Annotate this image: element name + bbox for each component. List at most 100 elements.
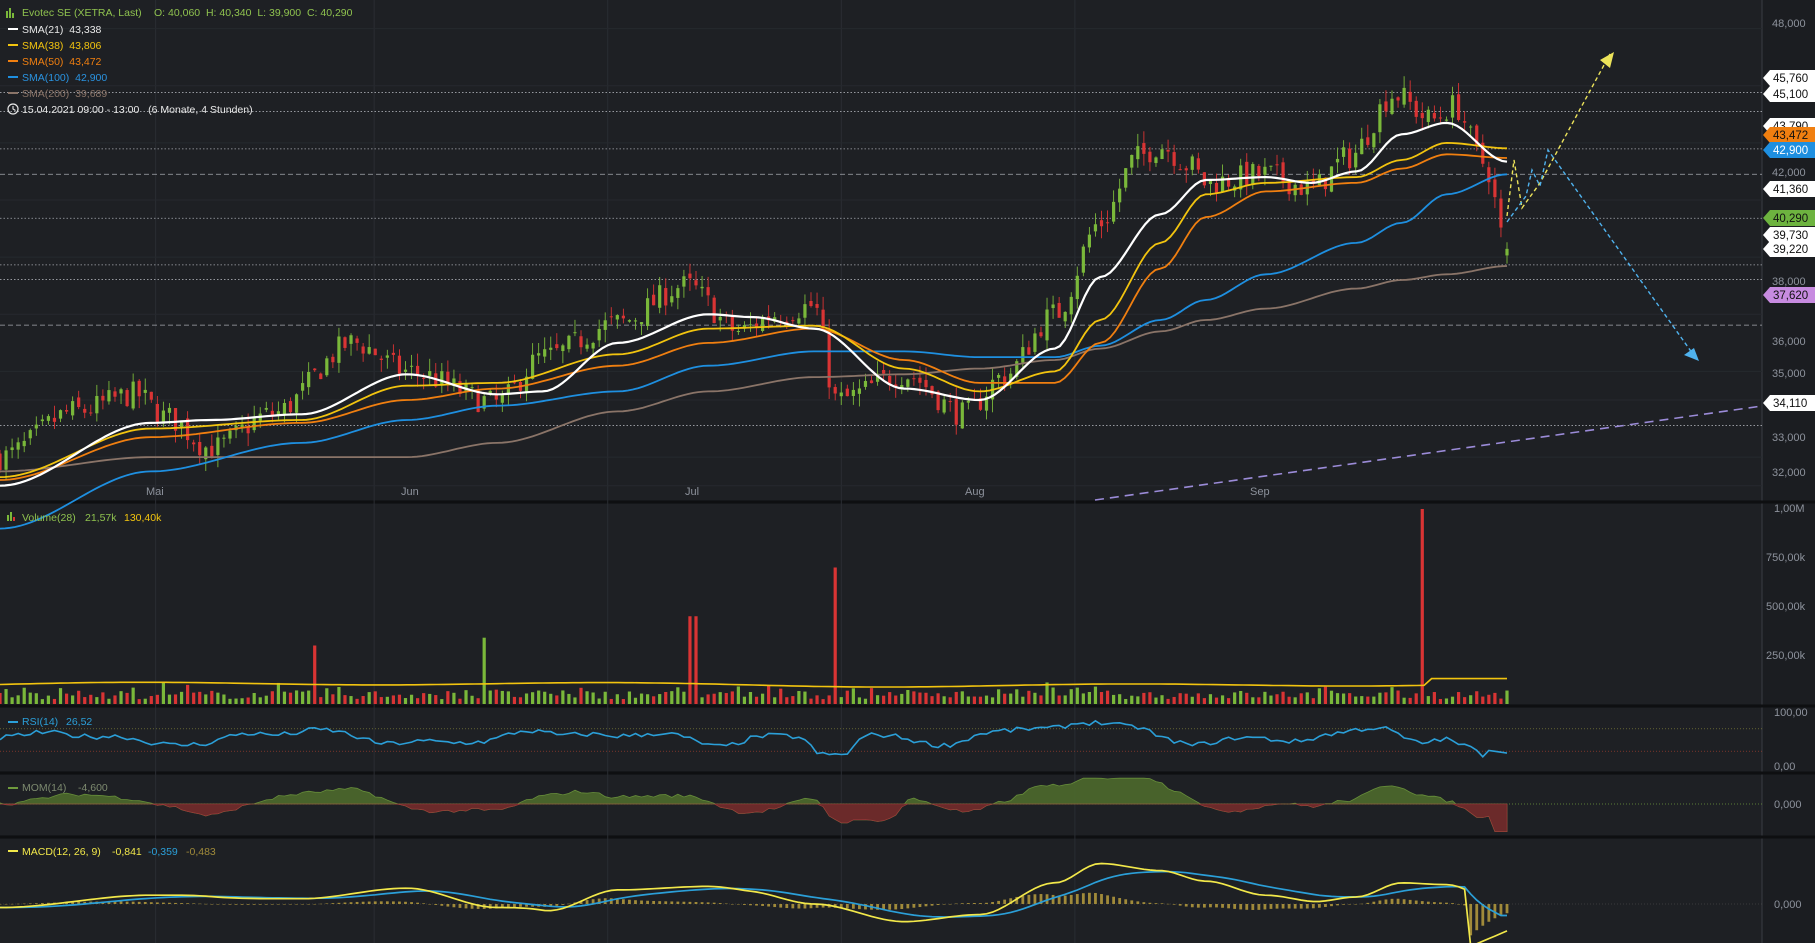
price-panel[interactable] bbox=[0, 0, 1762, 500]
volume-bar bbox=[652, 696, 656, 704]
price-tag-box bbox=[1763, 127, 1815, 143]
macd-histogram-bar bbox=[894, 904, 898, 910]
macd-histogram-bar bbox=[851, 904, 855, 909]
bearish-scenario-arrow[interactable] bbox=[1506, 148, 1696, 358]
volume-bar bbox=[1317, 688, 1321, 704]
volume-bar bbox=[1384, 692, 1388, 704]
candle-body bbox=[367, 347, 371, 354]
candle-body bbox=[621, 315, 625, 319]
price-tag-label: 39,730 bbox=[1773, 230, 1808, 242]
macd-histogram-bar bbox=[609, 898, 613, 904]
macd-histogram-bar bbox=[767, 904, 771, 907]
volume-bar bbox=[1190, 696, 1194, 704]
volume-bar bbox=[428, 693, 432, 704]
volume-bar bbox=[1432, 692, 1436, 704]
candle-body bbox=[670, 296, 674, 303]
volume-bar bbox=[1341, 693, 1346, 704]
macd-histogram-bar bbox=[724, 903, 728, 905]
volume-bar bbox=[960, 691, 964, 704]
candle-body bbox=[760, 317, 765, 331]
bar-chart-icon bbox=[6, 8, 14, 18]
candle-body bbox=[71, 401, 75, 416]
macd-histogram-bar bbox=[1269, 904, 1273, 909]
macd-histogram-bar bbox=[149, 902, 153, 904]
volume-bar bbox=[301, 691, 305, 704]
macd-histogram-bar bbox=[458, 904, 462, 908]
candle-body bbox=[827, 330, 831, 388]
volume-bar bbox=[724, 693, 728, 704]
volume-bar bbox=[361, 696, 365, 704]
candle-body bbox=[984, 396, 989, 411]
macd-histogram-bar bbox=[1081, 893, 1085, 904]
volume-bar bbox=[1214, 697, 1219, 704]
macd-histogram-bar bbox=[228, 904, 232, 905]
volume-bar bbox=[1003, 693, 1007, 704]
macd-histogram-bar bbox=[470, 904, 474, 909]
candle-body bbox=[173, 408, 178, 431]
bullish-scenario-arrow[interactable] bbox=[1506, 53, 1611, 217]
macd-histogram-bar bbox=[1227, 904, 1230, 909]
candlesticks bbox=[0, 76, 1509, 480]
candle-body bbox=[155, 403, 159, 424]
support-trendline[interactable] bbox=[1094, 405, 1763, 501]
sma-line-sma38 bbox=[0, 141, 1508, 478]
candle-body bbox=[567, 335, 571, 350]
volume-bar bbox=[791, 696, 795, 704]
macd-histogram-bar bbox=[1196, 904, 1200, 908]
macd-histogram-bar bbox=[343, 902, 347, 904]
macd-histogram-bar bbox=[1202, 904, 1206, 908]
price-tag: 34,110 bbox=[1763, 395, 1815, 411]
volume-bar bbox=[585, 691, 589, 704]
macd-histogram-bar bbox=[434, 904, 438, 905]
volume-bar bbox=[670, 691, 674, 704]
macd-histogram-bar bbox=[1069, 894, 1073, 904]
candle-body bbox=[821, 309, 825, 329]
volume-bar bbox=[119, 691, 123, 704]
candle-body bbox=[912, 378, 916, 380]
price-tag-box bbox=[1763, 181, 1815, 197]
axis-tick-label: 0,000 bbox=[1774, 799, 1802, 811]
volume-bar bbox=[863, 698, 868, 704]
rsi-panel[interactable] bbox=[0, 708, 1762, 771]
price-legend: Evotec SE (XETRA, Last) O: 40,060 H: 40,… bbox=[6, 7, 353, 116]
volume-bar bbox=[918, 692, 922, 704]
sma200-swatch bbox=[8, 92, 18, 94]
volume-panel[interactable] bbox=[0, 504, 1762, 704]
volume-bar bbox=[1196, 693, 1200, 704]
candle-body bbox=[1033, 333, 1037, 352]
candle-body bbox=[797, 318, 801, 324]
candle-body bbox=[506, 384, 510, 395]
macd-histogram-bar bbox=[107, 901, 111, 904]
candle-body bbox=[95, 395, 99, 414]
macd-histogram-bar bbox=[1263, 904, 1267, 910]
volume-bar bbox=[742, 696, 747, 704]
macd-histogram-bar bbox=[1118, 898, 1122, 904]
candle-body bbox=[682, 276, 686, 287]
macd-histogram-bar bbox=[1360, 903, 1364, 905]
macd-histogram-bar bbox=[912, 904, 916, 908]
macd-histogram-bar bbox=[1305, 904, 1309, 909]
volume-bar bbox=[77, 690, 81, 704]
volume-bar bbox=[779, 688, 783, 704]
candle-body bbox=[1196, 158, 1200, 170]
candle-body bbox=[712, 297, 716, 324]
candle-body bbox=[1426, 109, 1430, 122]
trend-lines[interactable] bbox=[1094, 405, 1763, 501]
macd-histogram-bar bbox=[440, 904, 444, 906]
forecast-arrows[interactable] bbox=[1506, 52, 1699, 361]
candle-body bbox=[397, 355, 402, 374]
candle-body bbox=[978, 398, 983, 410]
candle-body bbox=[718, 316, 722, 321]
volume-average-line bbox=[0, 677, 1507, 688]
macd-histogram-bar bbox=[942, 904, 946, 905]
volume-bar bbox=[1184, 693, 1188, 704]
macd-histogram-bar bbox=[1281, 904, 1285, 909]
macd-histogram-bar bbox=[301, 904, 305, 905]
volume-bar bbox=[567, 693, 571, 704]
macd-histogram-bar bbox=[404, 901, 407, 904]
candle-body bbox=[198, 441, 202, 456]
volume-legend: Volume(28) 21,57k 130,40k 1,00M 750,00k … bbox=[7, 503, 1806, 662]
macd-panel[interactable] bbox=[0, 839, 1762, 943]
volume-bar bbox=[198, 691, 202, 704]
